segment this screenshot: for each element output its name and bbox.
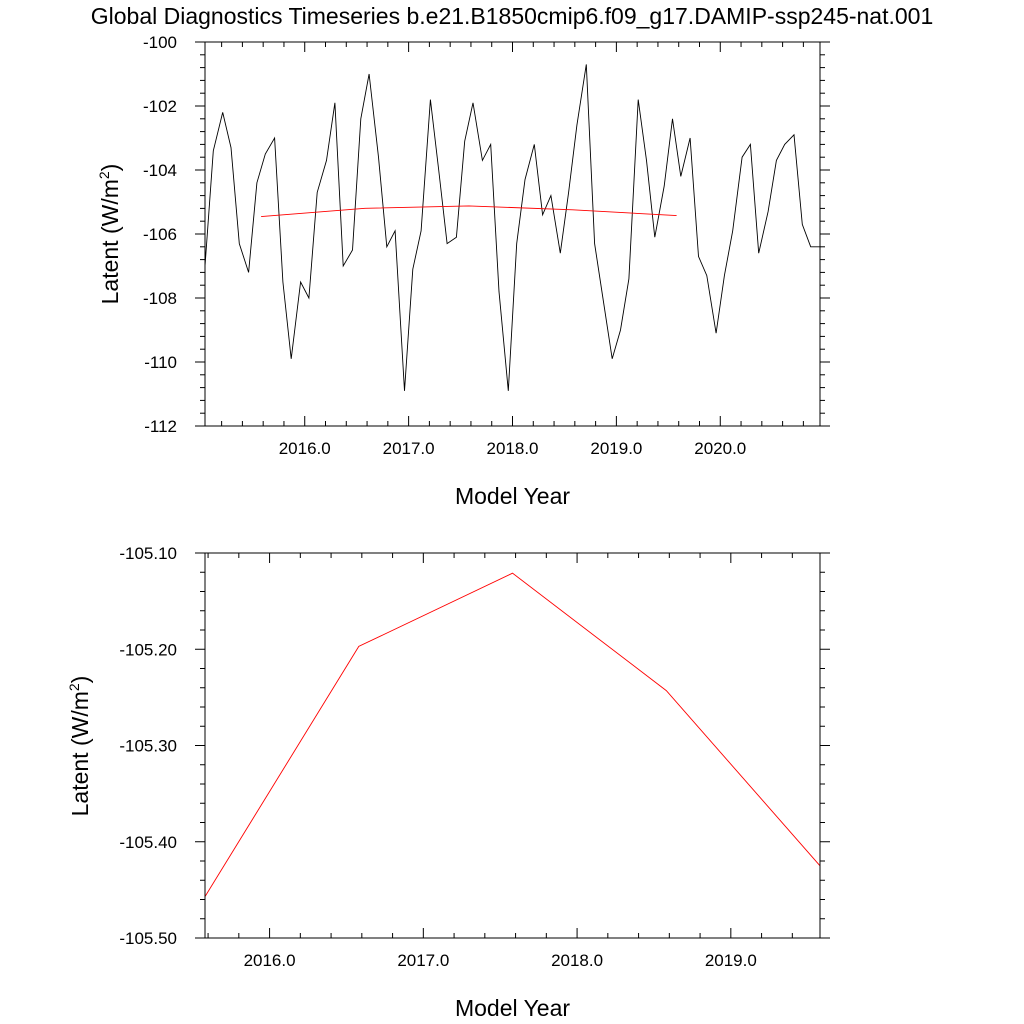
top-x-axis-title: Model Year — [455, 483, 570, 509]
top-y-tick-label: -108 — [143, 289, 177, 308]
bottom-y-axis-title-close: ) — [67, 676, 93, 684]
bottom-plot-frame — [204, 552, 821, 939]
top-series-line-0 — [204, 64, 820, 391]
top-y-tick-label: -100 — [143, 33, 177, 52]
top-series-line-1 — [261, 205, 677, 218]
bottom-series-line-0 — [204, 572, 821, 897]
bottom-y-tick-label: -105.40 — [119, 833, 177, 852]
bottom-ticks-group: 2016.0 2017.0 2018.0 2019.0 -105.50 -105.40 -1… — [119, 544, 830, 970]
bottom-y-axis-title-superscript: 2 — [66, 683, 82, 691]
top-x-tick-label: 2019.0 — [590, 439, 642, 458]
top-x-tick-label: 2020.0 — [694, 439, 746, 458]
top-y-tick-label: -110 — [144, 353, 177, 372]
bottom-y-tick-label: -105.20 — [119, 640, 177, 659]
bottom-y-tick-label: -105.50 — [119, 929, 177, 948]
top-plot-frame — [204, 41, 821, 427]
top-y-tick-label: -104 — [143, 161, 177, 180]
top-y-axis-title-main: Latent (W/m — [97, 179, 123, 304]
top-x-tick-label: 2017.0 — [383, 439, 435, 458]
bottom-x-tick-label: 2016.0 — [244, 951, 296, 970]
bottom-x-tick-label: 2017.0 — [397, 951, 449, 970]
chart-title: Global Diagnostics Timeseries b.e21.B185… — [91, 3, 934, 29]
bottom-x-tick-label: 2019.0 — [705, 951, 757, 970]
bottom-y-tick-label: -105.30 — [119, 737, 177, 756]
bottom-y-tick-label: -105.10 — [119, 544, 177, 563]
bottom-panel: 2016.0 2017.0 2018.0 2019.0 -105.50 -105.40 -1… — [66, 544, 830, 1021]
top-y-tick-label: -106 — [143, 225, 177, 244]
top-ticks-group: 2016.0 2017.0 2018.0 2019.0 2020.0 -112 -110 -1… — [143, 33, 830, 458]
top-series-group — [204, 64, 820, 391]
top-y-axis-title-superscript: 2 — [96, 171, 112, 179]
bottom-x-tick-label: 2018.0 — [551, 951, 603, 970]
bottom-x-axis-title: Model Year — [455, 995, 570, 1021]
bottom-y-axis-title-main: Latent (W/m — [67, 691, 93, 816]
bottom-series-group — [204, 572, 821, 897]
top-x-tick-label: 2016.0 — [279, 439, 331, 458]
top-y-axis-title-close: ) — [97, 164, 123, 172]
bottom-y-axis-title: Latent (W/m2) — [66, 676, 93, 817]
top-x-tick-label: 2018.0 — [487, 439, 539, 458]
top-y-tick-label: -102 — [143, 97, 177, 116]
top-y-axis-title: Latent (W/m2) — [96, 164, 123, 305]
top-panel: 2016.0 2017.0 2018.0 2019.0 2020.0 -112 -110 -1… — [96, 33, 830, 509]
top-y-tick-label: -112 — [144, 417, 177, 436]
